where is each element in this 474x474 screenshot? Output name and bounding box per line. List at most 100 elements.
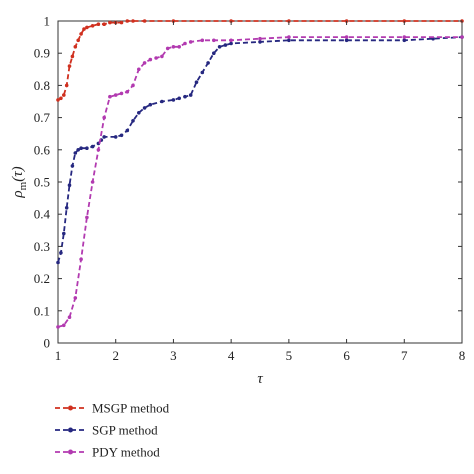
data-point	[142, 19, 147, 23]
x-tick-label: 2	[112, 348, 119, 363]
legend-swatch-marker	[68, 427, 73, 433]
data-point	[460, 35, 464, 39]
data-point	[131, 119, 135, 123]
data-point	[229, 38, 233, 43]
series-line	[57, 36, 462, 328]
data-point	[96, 148, 101, 152]
data-point	[402, 35, 407, 39]
data-point	[82, 27, 86, 31]
x-tick-label: 5	[286, 348, 293, 363]
data-point	[102, 22, 106, 27]
x-tick-label: 7	[401, 348, 408, 363]
data-point	[70, 164, 75, 168]
data-point	[108, 20, 112, 25]
y-tick-label: 1	[44, 14, 51, 29]
data-point	[287, 35, 291, 39]
series-pdy-method	[56, 35, 464, 329]
data-point	[56, 260, 60, 265]
data-point	[113, 135, 118, 139]
data-point	[206, 61, 210, 65]
legend-item: SGP method	[55, 423, 158, 438]
data-point	[85, 215, 89, 220]
plot-area	[57, 20, 463, 344]
y-tick-label: 0	[44, 336, 51, 351]
data-point	[62, 323, 66, 328]
series-sgp-method	[56, 35, 464, 265]
x-tick-label: 1	[55, 348, 62, 363]
data-point	[90, 180, 95, 184]
x-tick-label: 8	[459, 348, 466, 363]
y-axis-label-main: ρ	[10, 190, 26, 198]
series-layer	[56, 19, 464, 329]
legend: MSGP method SGP method PDY method	[55, 401, 170, 460]
data-point	[171, 98, 176, 102]
data-point	[142, 61, 147, 65]
data-point	[67, 64, 72, 68]
data-point	[148, 102, 153, 107]
data-point	[258, 36, 262, 41]
data-point	[177, 96, 181, 101]
data-point	[73, 296, 78, 300]
data-point	[287, 38, 291, 43]
data-point	[59, 251, 63, 255]
data-point	[131, 19, 135, 23]
data-point	[56, 325, 60, 329]
y-tick-label: 0.6	[34, 142, 51, 157]
data-point	[73, 45, 78, 49]
data-point	[73, 151, 78, 155]
y-tick-label: 0.1	[34, 303, 50, 318]
y-tick-label: 0.2	[34, 271, 50, 286]
y-axis-label-sub: m	[17, 181, 29, 190]
legend-item: PDY method	[55, 445, 160, 460]
data-point	[160, 99, 164, 104]
x-axis-label: τ	[257, 371, 263, 387]
data-point	[188, 40, 193, 44]
legend-label: PDY method	[92, 445, 160, 460]
data-point	[160, 54, 164, 59]
y-tick-label: 0.9	[34, 46, 50, 61]
data-point	[56, 98, 60, 102]
data-point	[90, 144, 95, 149]
y-axis-label-paren: (τ)	[10, 166, 26, 181]
data-point	[142, 106, 147, 110]
data-point	[188, 93, 193, 97]
data-point	[96, 22, 101, 27]
legend-label: MSGP method	[92, 401, 170, 416]
data-point	[64, 83, 69, 88]
data-point	[85, 25, 89, 30]
data-point	[79, 32, 83, 36]
data-point	[165, 46, 170, 51]
data-point	[119, 20, 124, 25]
legend-swatch-marker	[68, 449, 73, 455]
x-tick-label: 4	[228, 348, 235, 363]
data-point	[79, 146, 83, 150]
data-point	[125, 90, 130, 94]
data-point	[62, 93, 66, 97]
y-tick-label: 0.4	[34, 207, 51, 222]
y-axis-label: ρm(τ)	[10, 166, 29, 198]
y-tick-label: 0.7	[34, 110, 51, 125]
legend-label: SGP method	[92, 423, 158, 438]
data-point	[212, 38, 216, 43]
data-point	[131, 83, 135, 88]
x-tick-label: 3	[170, 348, 177, 363]
data-point	[194, 80, 199, 84]
data-point	[148, 57, 153, 62]
data-point	[108, 94, 112, 99]
data-point	[90, 24, 95, 28]
data-point	[59, 96, 63, 101]
data-point	[119, 91, 124, 96]
legend-swatch-marker	[68, 405, 73, 411]
data-point	[119, 133, 124, 138]
data-point	[137, 67, 141, 72]
legend-item: MSGP method	[55, 401, 170, 416]
data-point	[76, 38, 80, 43]
data-point	[200, 38, 205, 43]
data-point	[76, 148, 80, 152]
data-point	[183, 94, 187, 99]
data-point	[70, 54, 75, 59]
y-tick-label: 0.3	[34, 239, 50, 254]
data-point	[102, 115, 106, 120]
data-point	[125, 19, 130, 23]
series-msgp-method	[56, 19, 464, 102]
